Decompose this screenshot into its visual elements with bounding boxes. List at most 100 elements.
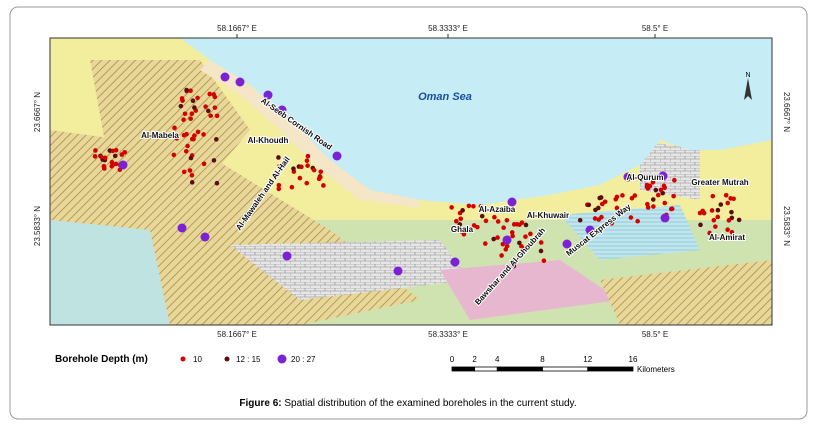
borehole [235, 77, 245, 87]
borehole [478, 204, 484, 209]
borehole [650, 180, 656, 185]
borehole [519, 244, 524, 249]
borehole [523, 234, 528, 239]
borehole [725, 227, 730, 232]
place-label: Al-Azaiba [479, 205, 516, 214]
borehole [122, 149, 128, 155]
borehole [277, 163, 282, 169]
borehole [460, 208, 465, 213]
borehole [305, 163, 310, 168]
borehole [645, 186, 651, 191]
legend-item: 10 [193, 355, 202, 364]
borehole [668, 206, 674, 212]
place-label: Al-Khoudh [248, 136, 289, 145]
borehole [503, 247, 509, 252]
place-label: Al-Amirat [709, 233, 745, 242]
scale-unit: Kilometers [637, 365, 675, 374]
borehole [304, 180, 310, 186]
scale-tick-label: 16 [629, 355, 638, 364]
borehole [212, 105, 218, 110]
borehole [220, 72, 230, 82]
borehole [191, 136, 196, 142]
borehole [299, 164, 304, 170]
borehole [538, 240, 544, 245]
borehole [393, 266, 403, 276]
scale-segment [587, 366, 634, 372]
borehole [471, 203, 476, 209]
borehole [118, 160, 128, 170]
borehole [182, 111, 188, 117]
borehole [466, 203, 472, 209]
borehole [188, 155, 194, 161]
borehole [188, 88, 193, 94]
borehole [736, 217, 742, 223]
borehole [318, 169, 324, 175]
scale-tick-label: 0 [450, 355, 455, 364]
borehole [190, 98, 196, 104]
borehole [195, 129, 201, 135]
borehole [189, 180, 195, 185]
borehole [538, 248, 544, 254]
borehole [277, 105, 287, 115]
borehole [672, 177, 677, 183]
borehole [651, 204, 656, 209]
latitude-label: 23.5833° N [33, 206, 42, 246]
borehole [184, 131, 189, 137]
borehole [276, 186, 282, 192]
longitude-label: 58.3333° E [428, 24, 468, 33]
longitude-label: 58.3333° E [428, 330, 468, 339]
borehole [200, 232, 210, 242]
borehole [110, 148, 116, 154]
borehole [635, 218, 640, 224]
borehole [510, 233, 515, 239]
beach [200, 60, 420, 208]
borehole [457, 222, 463, 227]
borehole [458, 216, 464, 222]
borehole [214, 113, 220, 119]
borehole [562, 239, 572, 249]
borehole [112, 153, 118, 159]
borehole [577, 217, 583, 223]
sea-label: Oman Sea [418, 91, 472, 103]
borehole [711, 217, 717, 223]
borehole [449, 205, 454, 210]
caption-label: Figure 6: [239, 398, 281, 409]
borehole [660, 213, 670, 223]
longitude-label: 58.5° E [642, 330, 668, 339]
borehole [282, 251, 292, 261]
borehole [195, 95, 200, 101]
borehole [183, 148, 189, 154]
borehole [181, 169, 187, 175]
borehole [201, 161, 207, 167]
place-label: Al-Mabela [141, 131, 179, 140]
borehole [92, 154, 98, 159]
borehole [203, 104, 208, 109]
borehole [528, 231, 533, 237]
borehole [501, 225, 506, 231]
borehole [113, 161, 119, 167]
borehole [517, 222, 522, 227]
borehole [512, 259, 517, 264]
boreholes [92, 72, 742, 276]
borehole [276, 155, 281, 160]
borehole [698, 222, 703, 228]
borehole [453, 218, 459, 224]
borehole [713, 224, 718, 229]
borehole [729, 229, 735, 235]
borehole [185, 143, 190, 149]
borehole [461, 227, 467, 233]
borehole [211, 158, 217, 163]
borehole [726, 218, 732, 223]
borehole [98, 154, 104, 160]
borehole [482, 241, 488, 246]
borehole [628, 215, 634, 220]
borehole [731, 196, 736, 202]
borehole [276, 182, 282, 188]
scale-tick-label: 4 [495, 355, 500, 364]
borehole [499, 253, 504, 258]
borehole [599, 214, 604, 220]
caption: Figure 6: Spatial distribution of the ex… [239, 398, 576, 409]
borehole [541, 258, 547, 264]
geology-hatch [600, 260, 772, 325]
